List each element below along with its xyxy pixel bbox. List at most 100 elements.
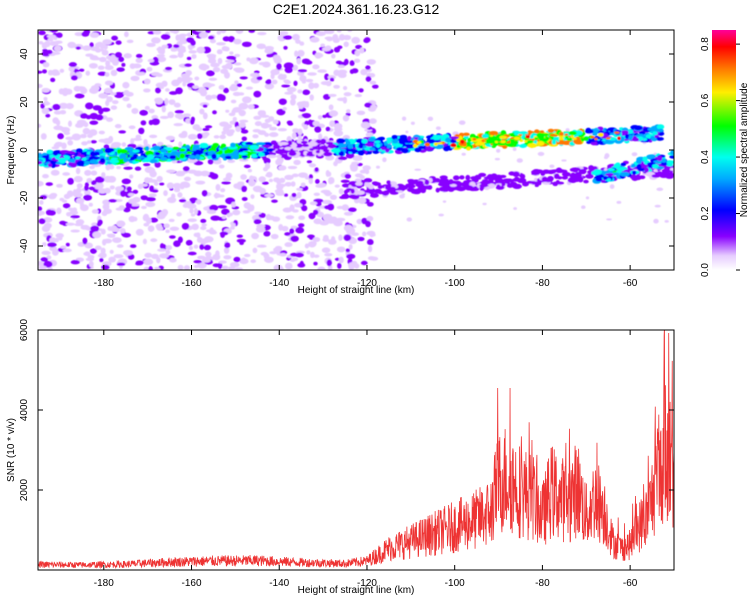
heatmap-cell	[102, 203, 110, 210]
heatmap-cell	[337, 64, 345, 69]
heatmap-cell	[343, 211, 354, 216]
heatmap-cell	[320, 138, 327, 145]
heatmap-cell	[500, 130, 507, 136]
heatmap-cell	[220, 143, 227, 149]
heatmap-cell	[284, 182, 293, 187]
heatmap-cell	[501, 181, 506, 187]
heatmap-cell	[207, 158, 214, 165]
heatmap-cell	[590, 135, 595, 139]
heatmap-cell	[308, 174, 313, 180]
heatmap-cell	[205, 251, 212, 258]
heatmap-cell	[223, 46, 230, 52]
heatmap-cell	[95, 47, 102, 53]
heatmap-cell	[362, 165, 371, 171]
heatmap-cell	[323, 93, 331, 100]
heatmap-cell	[166, 182, 174, 189]
heatmap-cell	[252, 247, 258, 254]
heatmap-cell	[85, 70, 91, 76]
heatmap-cell	[253, 115, 262, 120]
heatmap-cell	[386, 144, 392, 149]
heatmap-cell	[346, 109, 351, 114]
heatmap-cell	[88, 202, 93, 207]
heatmap-cell	[179, 153, 186, 159]
heatmap-cell	[284, 242, 293, 248]
heatmap-cell	[466, 146, 471, 151]
heatmap-cell	[577, 177, 584, 183]
heatmap-cell	[512, 147, 517, 151]
heatmap-cell	[228, 146, 238, 150]
heatmap-cell	[221, 208, 230, 215]
heatmap-cell	[38, 41, 44, 45]
heatmap-cell	[71, 133, 82, 141]
heatmap-cell	[171, 193, 176, 199]
heatmap-cell	[99, 258, 104, 263]
heatmap-cell	[193, 232, 199, 238]
heatmap-cell	[88, 186, 96, 191]
heatmap-cell	[58, 157, 67, 164]
heatmap-cell	[102, 239, 107, 246]
heatmap-cell	[540, 171, 546, 177]
heatmap-cell	[233, 256, 241, 263]
heatmap-cell	[167, 111, 175, 119]
colorbar-gradient	[712, 30, 736, 270]
heatmap-cell	[313, 218, 322, 225]
heatmap-cell	[459, 175, 465, 180]
heatmap-cell	[354, 94, 362, 98]
heatmap-cell	[229, 51, 234, 55]
heatmap-cell	[223, 255, 232, 260]
heatmap-cell	[475, 142, 479, 146]
heatmap-cell	[301, 143, 310, 147]
heatmap-cell	[41, 87, 51, 93]
heatmap-cell	[342, 96, 348, 104]
heatmap-cell	[365, 132, 374, 138]
heatmap-cell	[406, 217, 413, 222]
heatmap-cell	[187, 133, 198, 140]
heatmap-cell	[38, 265, 47, 270]
heatmap-cell	[116, 244, 124, 248]
heatmap-cell	[38, 210, 46, 216]
heatmap-cell	[151, 189, 159, 193]
heatmap-cell	[276, 156, 284, 164]
heatmap-cell	[369, 118, 377, 124]
heatmap-cell	[179, 185, 185, 190]
heatmap-cell	[467, 138, 472, 143]
heatmap-cell	[221, 130, 227, 135]
heatmap-cell	[206, 70, 215, 77]
heatmap-cell	[193, 170, 203, 177]
x-tick-label: -80	[535, 578, 550, 589]
heatmap-cell	[147, 177, 153, 183]
heatmap-cell	[121, 62, 126, 67]
heatmap-cell	[165, 245, 173, 251]
heatmap-cell	[553, 136, 561, 141]
heatmap-cell	[289, 228, 295, 235]
heatmap-cell	[278, 73, 284, 78]
heatmap-cell	[655, 136, 664, 141]
heatmap-cell	[108, 256, 116, 263]
heatmap-cell	[49, 30, 59, 33]
heatmap-cell	[248, 179, 256, 187]
heatmap-cell	[75, 123, 84, 128]
heatmap-cell	[241, 196, 248, 202]
heatmap-cell	[504, 178, 511, 184]
heatmap-cell	[321, 46, 331, 52]
heatmap-cell	[43, 100, 50, 106]
heatmap-cell	[607, 168, 616, 172]
heatmap-cell	[135, 146, 144, 151]
heatmap-cell	[481, 178, 489, 185]
heatmap-cell	[317, 115, 323, 120]
heatmap-cell	[151, 253, 159, 260]
heatmap-cell	[358, 197, 367, 205]
heatmap-cell	[534, 183, 539, 188]
heatmap-cell	[664, 220, 669, 223]
heatmap-cell	[296, 187, 303, 191]
heatmap-cell	[365, 76, 372, 82]
heatmap-cell	[250, 259, 257, 264]
heatmap-cell	[343, 92, 352, 97]
heatmap-cell	[338, 34, 346, 41]
heatmap-cell	[347, 207, 357, 213]
heatmap-cell	[279, 177, 286, 184]
heatmap-cell	[102, 137, 113, 145]
heatmap-cell	[157, 46, 162, 52]
heatmap-cell	[275, 149, 286, 154]
heatmap-cell	[572, 176, 578, 180]
